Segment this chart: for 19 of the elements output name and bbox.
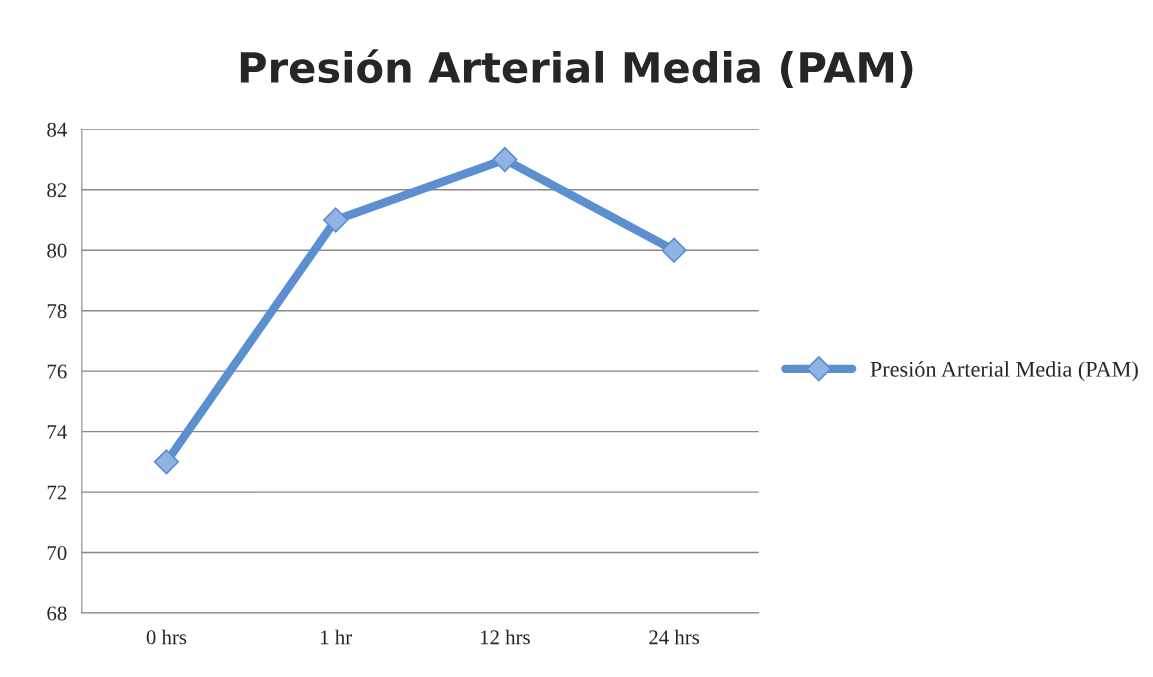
y-tick-label: 82 <box>47 183 67 198</box>
x-tick-label: 12 hrs <box>480 629 530 645</box>
y-tick-label: 74 <box>47 425 67 439</box>
point <box>153 449 180 475</box>
point <box>661 237 687 263</box>
x-tick-label: 1 hr <box>321 629 352 645</box>
y-tick-label: 84 <box>47 122 67 137</box>
y-tick-label: 68 <box>47 606 67 621</box>
y-tick-label: 70 <box>47 545 67 560</box>
point <box>323 207 349 233</box>
x-tick-label: 24 hrs <box>649 629 700 645</box>
y-tick-label: 78 <box>47 304 67 319</box>
y-tick-label: 72 <box>47 485 67 500</box>
y-tick-label: 76 <box>47 364 67 379</box>
chart-title: Presión Arterial Media (PAM) <box>240 49 913 89</box>
legend-label: Presión Arterial Media (PAM) <box>870 361 1138 382</box>
x-tick-label: 0 hrs <box>146 629 187 645</box>
point <box>492 146 518 173</box>
y-tick-label: 80 <box>47 243 67 258</box>
